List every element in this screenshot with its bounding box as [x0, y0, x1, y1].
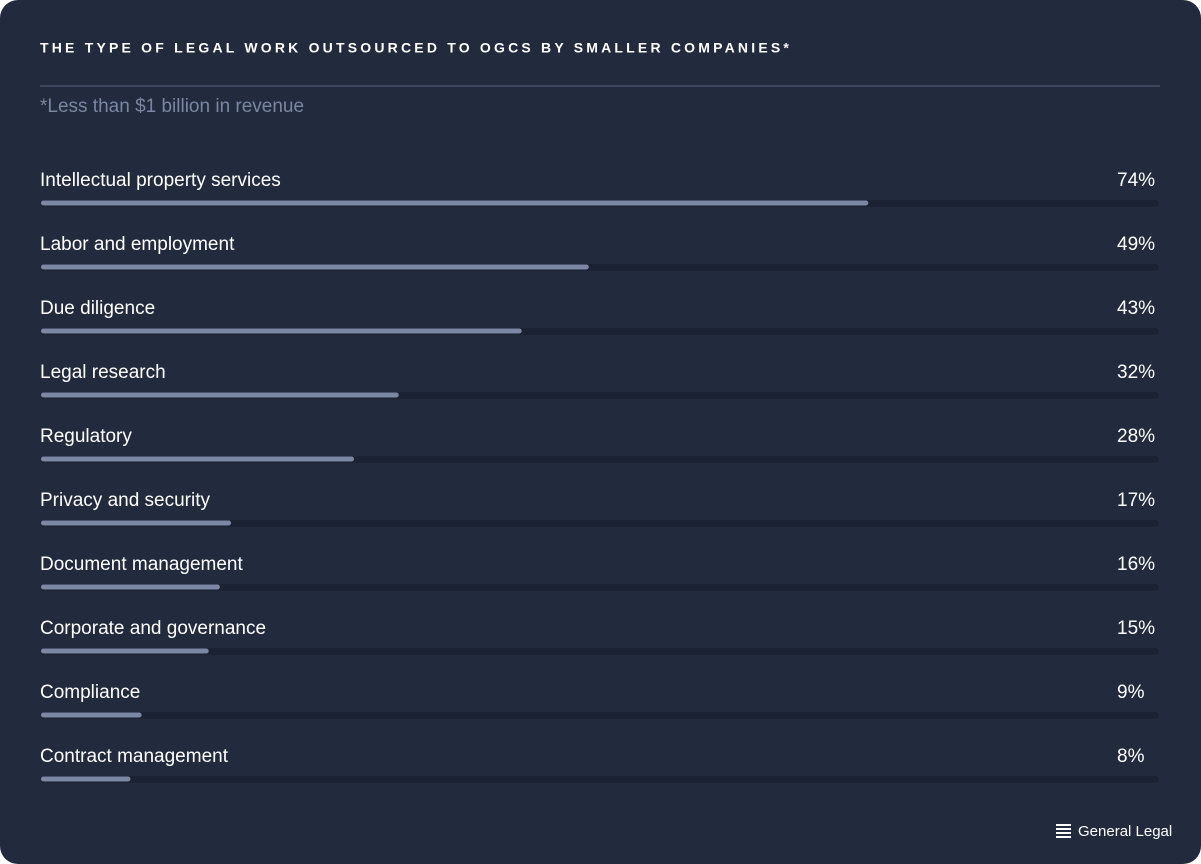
value-label: 9%	[1117, 682, 1145, 703]
logo-line	[1056, 824, 1071, 826]
value-label: 28%	[1117, 426, 1155, 447]
bar	[41, 776, 131, 782]
value-label: 16%	[1117, 554, 1155, 575]
category-label: Regulatory	[40, 426, 132, 447]
category-label: Contract management	[40, 746, 229, 767]
bar	[41, 584, 220, 590]
bar	[41, 456, 355, 462]
bar-track	[41, 584, 1159, 591]
value-label: 32%	[1117, 362, 1155, 383]
bar	[41, 520, 232, 526]
bar-track	[41, 712, 1159, 719]
category-label: Privacy and security	[40, 490, 211, 511]
brand-name: General Legal	[1078, 823, 1172, 840]
brand-logo	[1056, 824, 1071, 838]
chart-subtitle: *Less than $1 billion in revenue	[40, 96, 304, 117]
category-label: Corporate and governance	[40, 618, 266, 639]
category-label: Intellectual property services	[40, 170, 281, 191]
value-label: 74%	[1117, 170, 1155, 191]
bar	[41, 200, 869, 206]
value-label: 43%	[1117, 298, 1155, 319]
value-label: 17%	[1117, 490, 1155, 511]
bar	[41, 264, 589, 270]
category-label: Due diligence	[40, 298, 155, 319]
bar-track	[41, 648, 1159, 655]
value-label: 8%	[1117, 746, 1145, 767]
bar-track	[41, 776, 1159, 783]
bar	[41, 328, 522, 334]
value-label: 15%	[1117, 618, 1155, 639]
logo-line	[1056, 828, 1071, 830]
logo-line	[1056, 832, 1071, 834]
bar	[41, 648, 209, 654]
bar	[41, 392, 399, 398]
chart-title: THE TYPE OF LEGAL WORK OUTSOURCED TO OGC…	[40, 40, 792, 56]
value-label: 49%	[1117, 234, 1155, 255]
category-label: Compliance	[40, 682, 140, 703]
category-label: Legal research	[40, 362, 166, 383]
logo-line	[1056, 836, 1071, 838]
category-label: Document management	[40, 554, 243, 575]
bar-track	[41, 520, 1159, 527]
category-label: Labor and employment	[40, 234, 235, 255]
bar	[41, 712, 142, 718]
